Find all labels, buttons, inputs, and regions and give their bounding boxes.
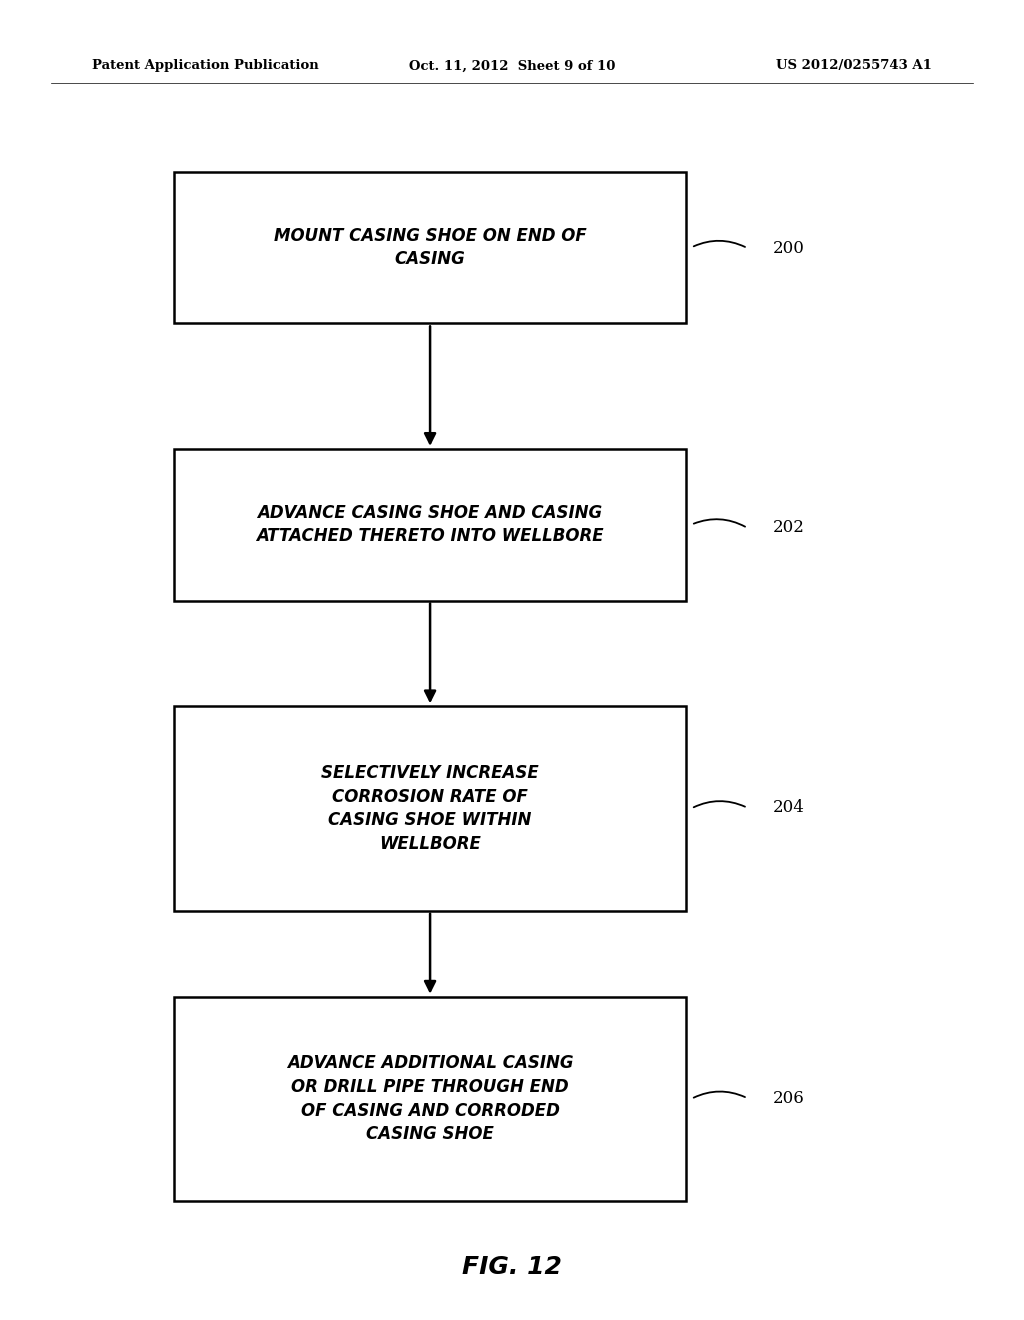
Text: SELECTIVELY INCREASE
CORROSION RATE OF
CASING SHOE WITHIN
WELLBORE: SELECTIVELY INCREASE CORROSION RATE OF C… [322, 764, 539, 853]
Bar [174, 997, 686, 1201]
Text: FIG. 12: FIG. 12 [462, 1255, 562, 1279]
Text: Patent Application Publication: Patent Application Publication [92, 59, 318, 73]
Text: ADVANCE ADDITIONAL CASING
OR DRILL PIPE THROUGH END
OF CASING AND CORRODED
CASIN: ADVANCE ADDITIONAL CASING OR DRILL PIPE … [287, 1055, 573, 1143]
Bar [174, 172, 686, 323]
Text: 204: 204 [773, 800, 805, 816]
Bar [174, 706, 686, 911]
Text: Oct. 11, 2012  Sheet 9 of 10: Oct. 11, 2012 Sheet 9 of 10 [409, 59, 615, 73]
Text: ADVANCE CASING SHOE AND CASING
ATTACHED THERETO INTO WELLBORE: ADVANCE CASING SHOE AND CASING ATTACHED … [256, 504, 604, 545]
Text: MOUNT CASING SHOE ON END OF
CASING: MOUNT CASING SHOE ON END OF CASING [273, 227, 587, 268]
Text: 202: 202 [773, 520, 805, 536]
Text: US 2012/0255743 A1: US 2012/0255743 A1 [776, 59, 932, 73]
Text: 200: 200 [773, 240, 805, 256]
Text: 206: 206 [773, 1090, 805, 1106]
Bar [174, 449, 686, 601]
